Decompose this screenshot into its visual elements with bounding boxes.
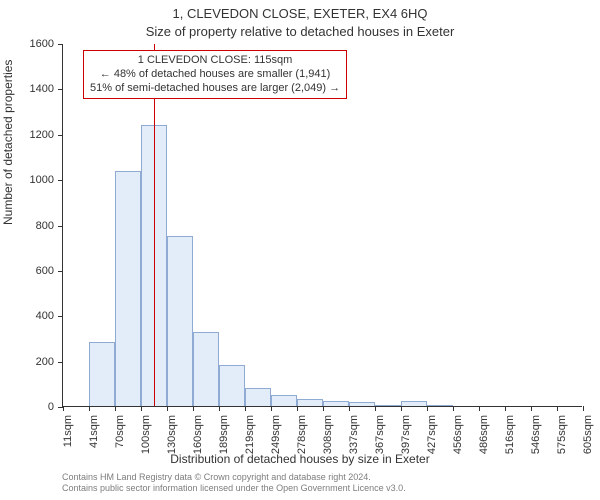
x-tick-label: 575sqm bbox=[556, 415, 568, 455]
histogram-bar bbox=[271, 395, 297, 406]
x-tick-label: 546sqm bbox=[530, 415, 542, 455]
x-tick-label: 308sqm bbox=[322, 415, 334, 455]
histogram-bar bbox=[297, 399, 323, 406]
chart-title: 1, CLEVEDON CLOSE, EXETER, EX4 6HQ bbox=[0, 6, 600, 21]
y-tick-label: 400 bbox=[36, 310, 54, 322]
chart-subtitle: Size of property relative to detached ho… bbox=[0, 24, 600, 39]
x-tick bbox=[271, 406, 272, 411]
chart-container: 1, CLEVEDON CLOSE, EXETER, EX4 6HQ Size … bbox=[0, 0, 600, 500]
copyright-line: Contains public sector information licen… bbox=[62, 483, 406, 494]
y-tick bbox=[58, 316, 63, 317]
x-tick bbox=[245, 406, 246, 411]
x-tick bbox=[193, 406, 194, 411]
x-tick-label: 249sqm bbox=[270, 415, 282, 455]
y-tick bbox=[58, 226, 63, 227]
y-tick bbox=[58, 44, 63, 45]
x-tick bbox=[89, 406, 90, 411]
x-tick bbox=[323, 406, 324, 411]
x-tick bbox=[349, 406, 350, 411]
y-tick bbox=[58, 407, 63, 408]
annotation-line: 1 CLEVEDON CLOSE: 115sqm bbox=[90, 54, 340, 68]
x-tick-label: 41sqm bbox=[88, 415, 100, 455]
x-tick bbox=[427, 406, 428, 411]
copyright-line: Contains HM Land Registry data © Crown c… bbox=[62, 472, 406, 483]
x-tick-label: 189sqm bbox=[218, 415, 230, 455]
y-tick-label: 800 bbox=[36, 220, 54, 232]
y-tick-label: 1400 bbox=[30, 83, 54, 95]
histogram-bar bbox=[401, 401, 427, 406]
histogram-bar bbox=[245, 388, 271, 406]
y-tick-label: 1200 bbox=[30, 129, 54, 141]
y-tick-label: 1600 bbox=[30, 38, 54, 50]
x-tick-label: 397sqm bbox=[400, 415, 412, 455]
y-tick bbox=[58, 89, 63, 90]
y-tick-label: 1000 bbox=[30, 174, 54, 186]
x-tick-label: 160sqm bbox=[192, 415, 204, 455]
x-tick-label: 486sqm bbox=[478, 415, 490, 455]
x-tick-label: 130sqm bbox=[166, 415, 178, 455]
x-tick bbox=[219, 406, 220, 411]
x-tick bbox=[167, 406, 168, 411]
y-tick-label: 600 bbox=[36, 265, 54, 277]
y-tick bbox=[58, 135, 63, 136]
x-tick-label: 516sqm bbox=[504, 415, 516, 455]
x-axis-label: Distribution of detached houses by size … bbox=[0, 452, 600, 466]
copyright-text: Contains HM Land Registry data © Crown c… bbox=[62, 472, 406, 495]
x-tick-label: 367sqm bbox=[374, 415, 386, 455]
x-tick bbox=[115, 406, 116, 411]
x-tick bbox=[375, 406, 376, 411]
x-tick bbox=[479, 406, 480, 411]
x-tick-label: 427sqm bbox=[426, 415, 438, 455]
histogram-bar bbox=[167, 236, 193, 406]
x-tick bbox=[401, 406, 402, 411]
histogram-bar bbox=[349, 402, 375, 406]
x-tick-label: 219sqm bbox=[244, 415, 256, 455]
x-tick bbox=[63, 406, 64, 411]
histogram-bar bbox=[193, 332, 219, 406]
annotation-box: 1 CLEVEDON CLOSE: 115sqm← 48% of detache… bbox=[83, 50, 347, 99]
histogram-bar bbox=[115, 171, 141, 406]
plot-area: 1 CLEVEDON CLOSE: 115sqm← 48% of detache… bbox=[62, 44, 582, 407]
annotation-line: ← 48% of detached houses are smaller (1,… bbox=[90, 68, 340, 82]
x-tick-label: 456sqm bbox=[452, 415, 464, 455]
y-axis-label: Number of detached properties bbox=[1, 60, 15, 225]
y-tick bbox=[58, 271, 63, 272]
y-tick bbox=[58, 362, 63, 363]
histogram-bar bbox=[427, 405, 453, 406]
x-tick-label: 100sqm bbox=[140, 415, 152, 455]
y-tick-label: 0 bbox=[48, 401, 54, 413]
x-tick-label: 337sqm bbox=[348, 415, 360, 455]
x-tick bbox=[557, 406, 558, 411]
histogram-bar bbox=[219, 365, 245, 406]
y-tick-label: 200 bbox=[36, 356, 54, 368]
x-tick bbox=[141, 406, 142, 411]
x-tick-label: 605sqm bbox=[582, 415, 594, 455]
histogram-bar bbox=[89, 342, 115, 406]
x-tick bbox=[531, 406, 532, 411]
x-tick bbox=[505, 406, 506, 411]
x-tick bbox=[297, 406, 298, 411]
x-tick bbox=[583, 406, 584, 411]
x-tick-label: 278sqm bbox=[296, 415, 308, 455]
x-tick-label: 11sqm bbox=[62, 415, 74, 455]
histogram-bar bbox=[323, 401, 349, 406]
x-tick-label: 70sqm bbox=[114, 415, 126, 455]
annotation-line: 51% of semi-detached houses are larger (… bbox=[90, 82, 340, 96]
x-tick bbox=[453, 406, 454, 411]
y-tick bbox=[58, 180, 63, 181]
histogram-bar bbox=[375, 405, 401, 406]
